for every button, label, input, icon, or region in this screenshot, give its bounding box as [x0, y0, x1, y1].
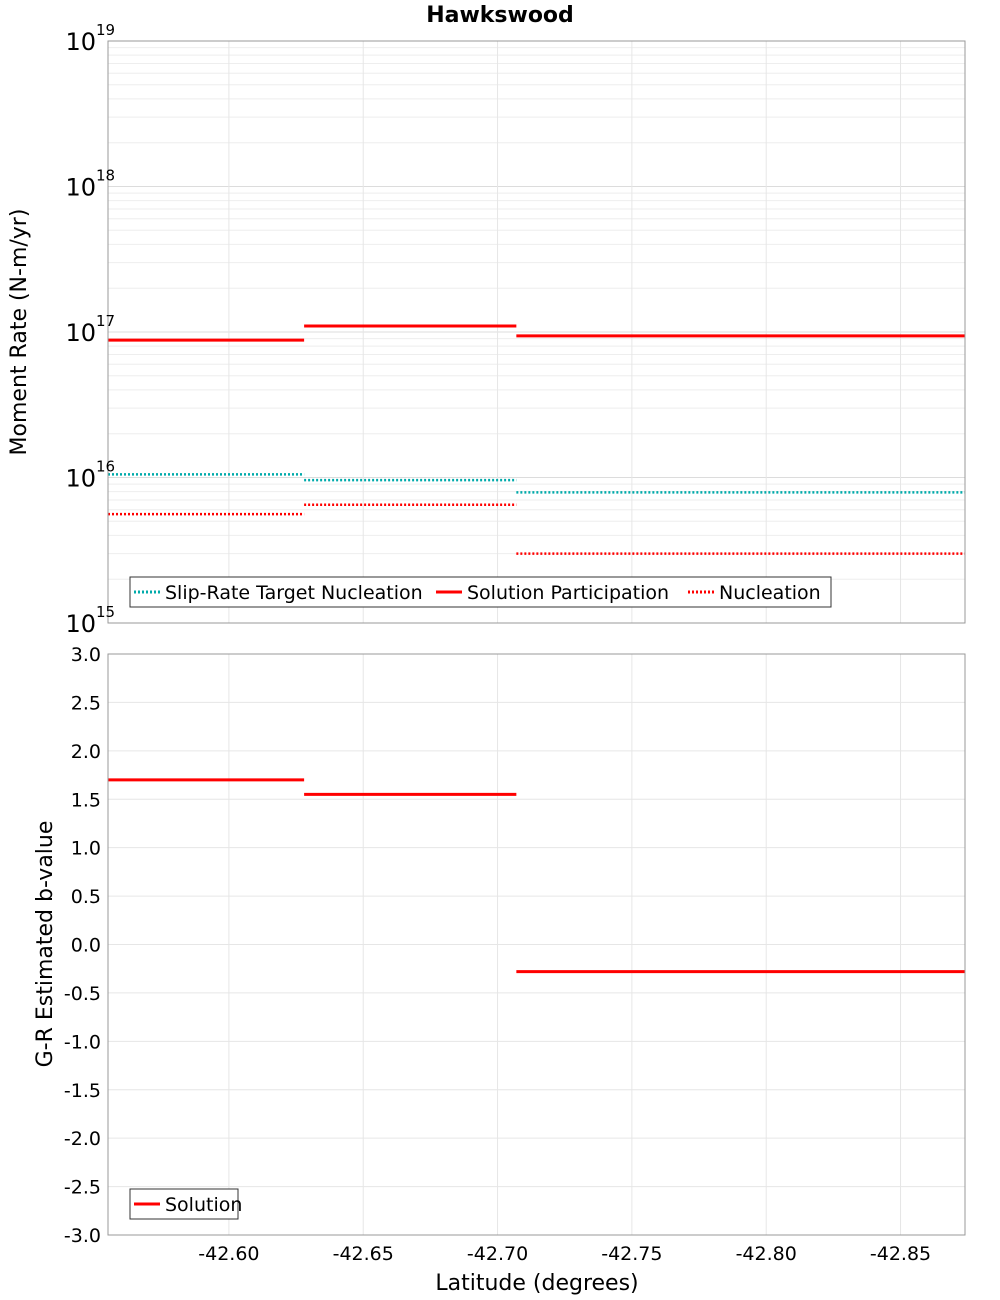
- top-series: [108, 324, 965, 555]
- bottom-y-tick-label: 2.0: [71, 741, 101, 763]
- top-y-tick-label-exponent: 18: [96, 167, 115, 185]
- bottom-legend-label-0: Solution: [165, 1194, 242, 1216]
- bottom-x-tick-label: -42.85: [870, 1243, 931, 1265]
- bottom-y-axis-label: G-R Estimated b-value: [33, 821, 58, 1068]
- bottom-y-tick-label: -2.5: [64, 1177, 101, 1199]
- bottom-y-tick-label: 3.0: [71, 644, 101, 666]
- bottom-y-tick-label: -1.0: [64, 1031, 101, 1053]
- top-y-axis-label: Moment Rate (N-m/yr): [7, 209, 32, 456]
- bottom-y-tick-label: -1.5: [64, 1080, 101, 1102]
- bottom-series: [108, 778, 965, 974]
- top-y-tick-label-exponent: 16: [96, 458, 115, 476]
- bottom-y-tick-label: -2.0: [64, 1128, 101, 1150]
- bottom-grid: [108, 653, 965, 1236]
- bottom-x-tick-label: -42.60: [198, 1243, 259, 1265]
- bottom-y-tick-label: -0.5: [64, 983, 101, 1005]
- bottom-x-tick-labels: -42.60 -42.65 -42.70 -42.75 -42.80 -42.85: [198, 1243, 931, 1265]
- bottom-y-tick-label: 2.5: [71, 692, 101, 714]
- top-y-tick-label-base: 10: [65, 28, 96, 56]
- bottom-y-tick-label: 1.0: [71, 838, 101, 860]
- bottom-y-tick-label: 1.5: [71, 789, 101, 811]
- top-legend-label-1: Solution Participation: [467, 582, 669, 604]
- bottom-x-tick-label: -42.70: [467, 1243, 528, 1265]
- top-legend-box: [129, 576, 832, 608]
- bottom-plot-frame: [107, 653, 966, 1236]
- bottom-y-tick-label: -3.0: [64, 1225, 101, 1247]
- chart-title: Hawkswood: [426, 3, 574, 28]
- top-y-tick-label-base: 10: [65, 319, 96, 347]
- top-legend-label-0: Slip-Rate Target Nucleation: [165, 582, 423, 604]
- bottom-y-tick-label: 0.0: [71, 935, 101, 957]
- bottom-y-tick-labels: 3.0 2.5 2.0 1.5 1.0 0.5 0.0 -0.5 -1.0 -1.5 -2.0 -2.…: [64, 644, 101, 1247]
- top-y-tick-label-exponent: 19: [96, 21, 115, 39]
- bottom-x-tick-label: -42.75: [601, 1243, 662, 1265]
- top-y-tick-label-exponent: 15: [96, 603, 115, 621]
- top-y-tick-label-base: 10: [65, 610, 96, 638]
- bottom-y-tick-label: 0.5: [71, 886, 101, 908]
- bottom-x-tick-label: -42.65: [333, 1243, 394, 1265]
- bottom-legend: Solution: [129, 1188, 242, 1220]
- top-y-tick-label-base: 10: [65, 465, 96, 493]
- top-y-tick-label-exponent: 17: [96, 312, 115, 330]
- top-legend-label-2: Nucleation: [719, 582, 821, 604]
- top-plot-frame: [107, 40, 966, 624]
- bottom-panel: 3.0 2.5 2.0 1.5 1.0 0.5 0.0 -0.5 -1.0 -1.5 -2.0 -2.…: [33, 644, 966, 1296]
- bottom-x-tick-label: -42.80: [736, 1243, 797, 1265]
- x-axis-label: Latitude (degrees): [435, 1271, 638, 1296]
- top-y-tick-label-base: 10: [65, 174, 96, 202]
- top-legend: Slip-Rate Target Nucleation Solution Part…: [129, 576, 832, 608]
